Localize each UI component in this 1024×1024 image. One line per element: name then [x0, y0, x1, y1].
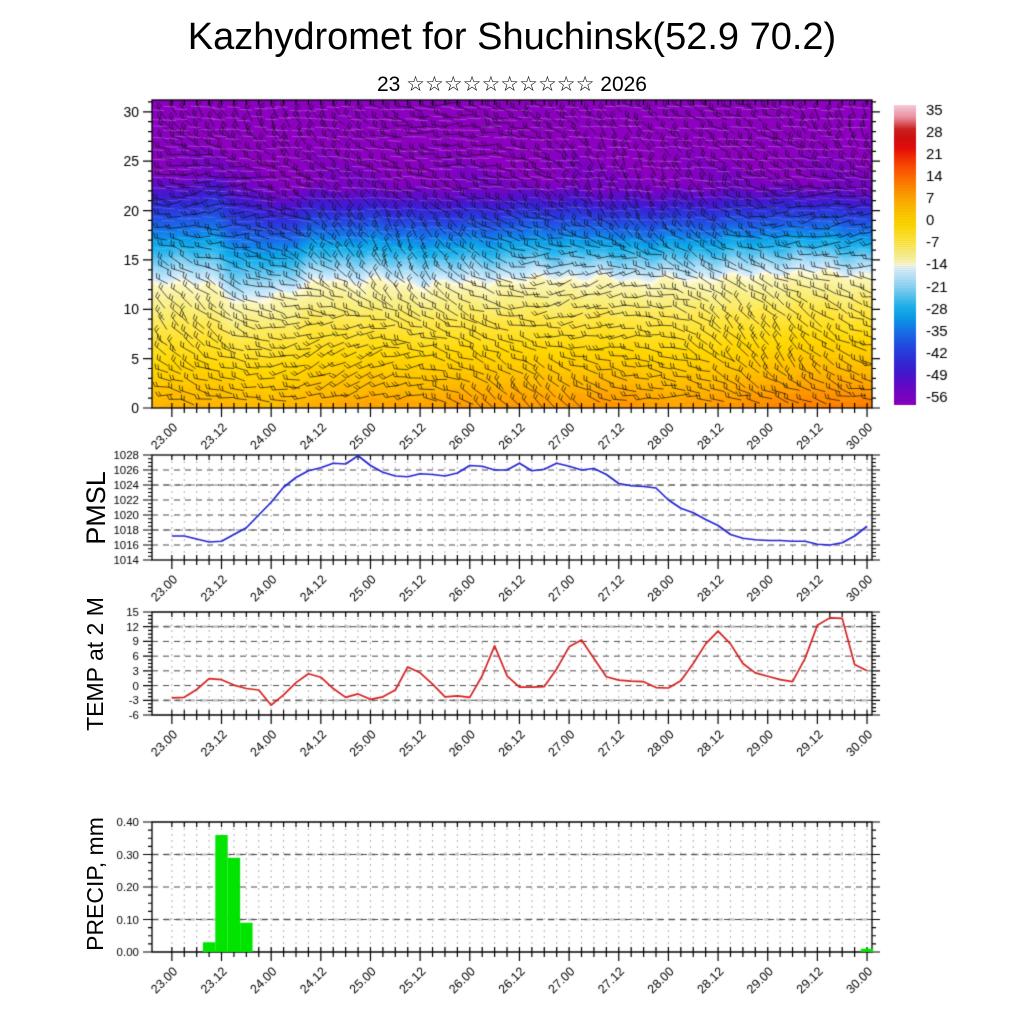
- date-subtitle: 23 ☆☆☆☆☆☆☆☆☆☆ 2026: [376, 73, 647, 96]
- precip-axis-title: PRECIP, mm: [81, 817, 108, 951]
- temp-axis-title: TEMP at 2 M: [81, 597, 108, 731]
- page-title: Kazhydromet for Shuchinsk(52.9 70.2): [187, 16, 837, 58]
